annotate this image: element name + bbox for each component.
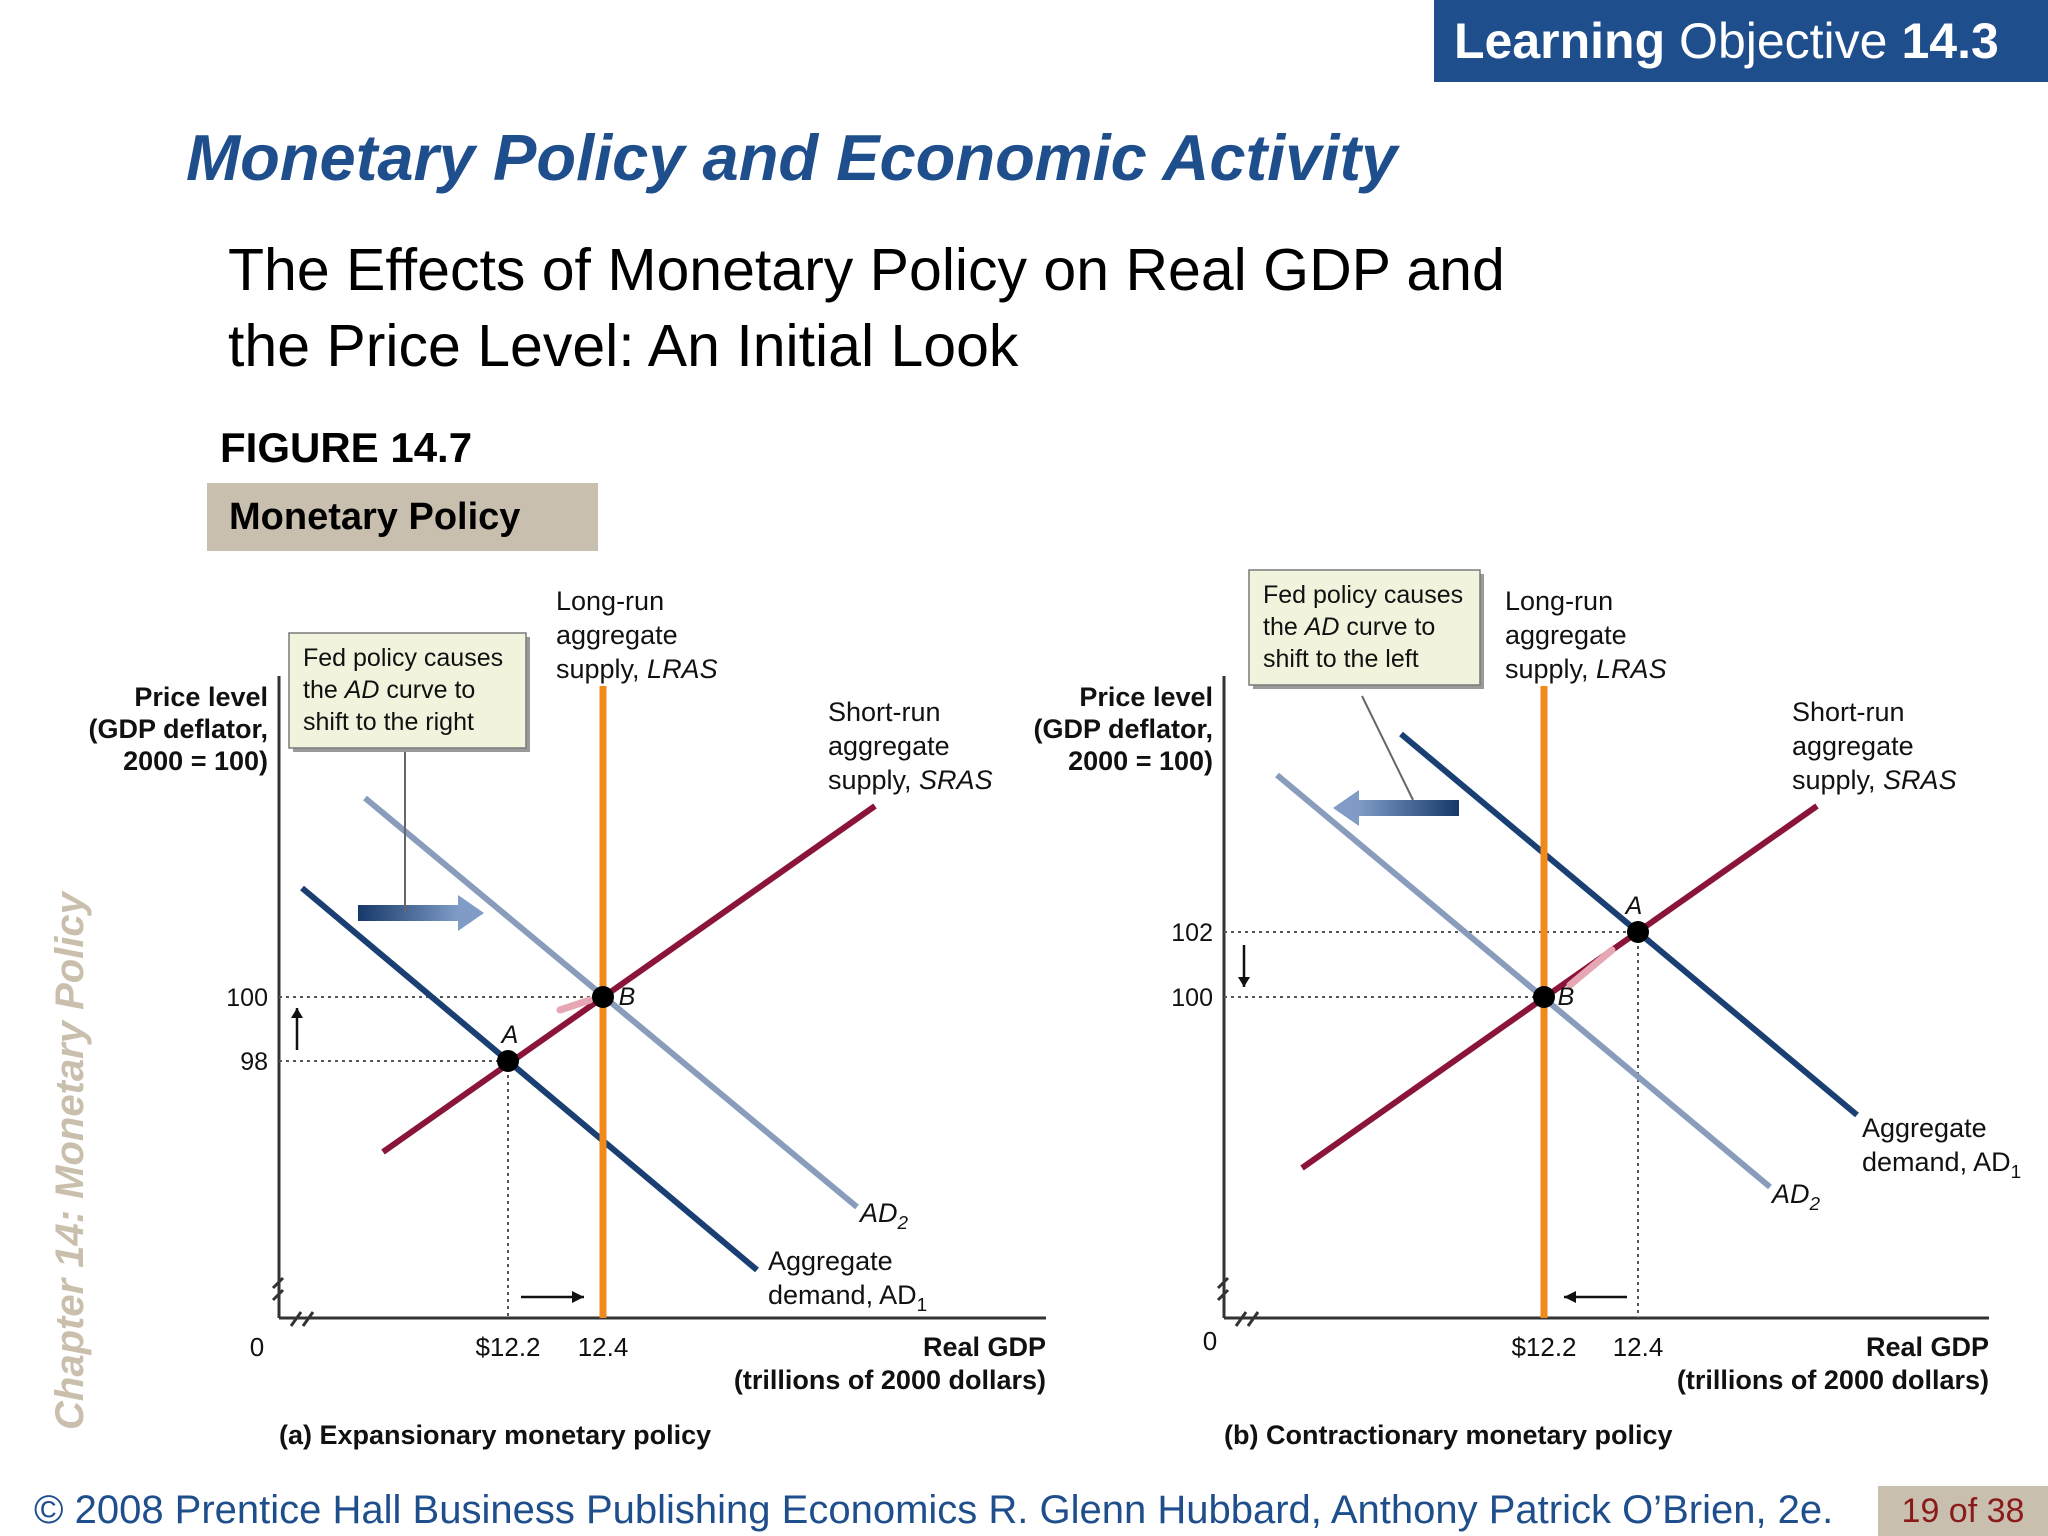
x-axis-break	[1234, 1311, 1260, 1327]
x-tick-label: $12.2	[1511, 1332, 1576, 1362]
y-axis-label-line: (GDP deflator,	[1033, 714, 1213, 744]
equilibrium-point-a	[497, 1050, 519, 1072]
sras-label-line: supply, SRAS	[828, 765, 993, 795]
sras-label-line: supply, SRAS	[1792, 765, 1957, 795]
x-axis-label-line: Real GDP	[923, 1332, 1046, 1362]
page-counter: 19 of 38	[1878, 1486, 2048, 1536]
slide-title: Monetary Policy and Economic Activity	[186, 121, 1398, 194]
figure-tag: Monetary Policy	[207, 483, 598, 551]
movement-along-sras-arrow	[1566, 946, 1616, 989]
point-label: A	[1624, 892, 1643, 920]
sras-curve	[381, 803, 877, 1155]
origin-label: 0	[250, 1332, 264, 1362]
subtitle-line-1: The Effects of Monetary Policy on Real G…	[228, 237, 1505, 303]
callout-text-line: the AD curve to	[303, 676, 475, 704]
equilibrium-point-b	[592, 986, 614, 1008]
price-change-arrowhead	[291, 1008, 303, 1018]
subtitle: The Effects of Monetary Policy on Real G…	[228, 232, 1505, 384]
ad-shift-arrow-body	[358, 905, 458, 921]
learning-objective-badge: Learning Objective 14.3	[1434, 0, 2048, 82]
ad-shift-arrow-body	[1359, 800, 1459, 816]
sras-label-line: aggregate	[1792, 731, 1914, 761]
ad1-label-line: demand, AD1	[768, 1280, 927, 1316]
callout-text-line: Fed policy causes	[303, 644, 503, 672]
x-axis-label-line: Real GDP	[1866, 1332, 1989, 1362]
lras-label-line: aggregate	[1505, 620, 1627, 650]
figure-number: FIGURE 14.7	[220, 424, 473, 471]
lo-bold: Learning	[1454, 13, 1666, 69]
ad1-label-line: demand, AD1	[1862, 1147, 2021, 1183]
price-change-arrowhead	[1238, 977, 1250, 987]
y-axis-label-line: Price level	[134, 682, 268, 712]
y-tick-label: 102	[1171, 919, 1213, 947]
callout-text-line: Fed policy causes	[1263, 581, 1463, 609]
ad-shift-arrowhead	[458, 895, 484, 931]
y-axis-label-line: Price level	[1079, 682, 1213, 712]
ad1-label-line: Aggregate	[768, 1246, 893, 1276]
callout-text-line: shift to the left	[1263, 645, 1419, 673]
x-tick-label: 12.4	[1613, 1332, 1664, 1362]
ad2-label: AD2	[858, 1198, 909, 1234]
panel-title: (a) Expansionary monetary policy	[279, 1420, 711, 1450]
callout-text-line: the AD curve to	[1263, 613, 1435, 641]
footer-copyright: © 2008 Prentice Hall Business Publishing…	[34, 1488, 1834, 1532]
subtitle-line-2: the Price Level: An Initial Look	[228, 313, 1019, 379]
origin-label: 0	[1203, 1326, 1217, 1356]
point-label: B	[619, 983, 636, 1011]
lo-number: 14.3	[1901, 13, 1999, 69]
x-axis-break	[289, 1311, 315, 1327]
lo-rest: Objective	[1679, 13, 1888, 69]
sras-curve	[1300, 803, 1819, 1171]
y-axis-label-line: 2000 = 100)	[1068, 746, 1213, 776]
ad1-curve	[300, 885, 759, 1273]
panel-title: (b) Contractionary monetary policy	[1224, 1420, 1673, 1450]
x-axis-label-line: (trillions of 2000 dollars)	[734, 1365, 1046, 1395]
x-tick-label: 12.4	[578, 1332, 629, 1362]
side-chapter-label: Chapter 14: Monetary Policy	[48, 892, 92, 1430]
point-label: A	[500, 1021, 519, 1049]
y-axis-label-line: 2000 = 100)	[123, 746, 268, 776]
y-axis-break	[1216, 1276, 1230, 1302]
ad1-curve	[1399, 731, 1859, 1118]
sras-label-line: Short-run	[828, 697, 941, 727]
ad2-label: AD2	[1770, 1179, 1821, 1215]
callout-box	[1248, 569, 1481, 686]
y-tick-label: 100	[226, 984, 268, 1012]
x-axis-label-line: (trillions of 2000 dollars)	[1677, 1365, 1989, 1395]
gdp-change-arrowhead	[1564, 1291, 1576, 1303]
chart-b: Price level(GDP deflator,2000 = 100) 0 100…	[1033, 569, 2021, 1450]
movement-along-sras-arrow	[556, 996, 594, 1014]
gdp-change-arrowhead	[572, 1291, 584, 1303]
y-tick-label: 98	[240, 1048, 268, 1076]
y-axis-label-line: (GDP deflator,	[88, 714, 268, 744]
sras-label-line: aggregate	[828, 731, 950, 761]
lras-label-line: Long-run	[556, 586, 664, 616]
sras-label-line: Short-run	[1792, 697, 1905, 727]
equilibrium-point-b	[1533, 986, 1555, 1008]
lras-label-line: supply, LRAS	[1505, 654, 1667, 684]
callout-text-line: shift to the right	[303, 708, 474, 736]
lras-label-line: Long-run	[1505, 586, 1613, 616]
y-axis-break	[271, 1276, 285, 1302]
x-tick-label: $12.2	[475, 1332, 540, 1362]
callout-pointer	[1361, 695, 1414, 801]
ad2-curve	[1275, 772, 1772, 1190]
y-tick-label: 100	[1171, 984, 1213, 1012]
ad1-label-line: Aggregate	[1862, 1113, 1987, 1143]
equilibrium-point-a	[1627, 921, 1649, 943]
lras-label-line: aggregate	[556, 620, 678, 650]
callout-box	[288, 632, 527, 749]
lras-label-line: supply, LRAS	[556, 654, 718, 684]
ad-shift-arrowhead	[1333, 790, 1359, 826]
chart-a: Price level(GDP deflator,2000 = 100) 0 98 1…	[88, 586, 1046, 1450]
point-label: B	[1558, 983, 1575, 1011]
